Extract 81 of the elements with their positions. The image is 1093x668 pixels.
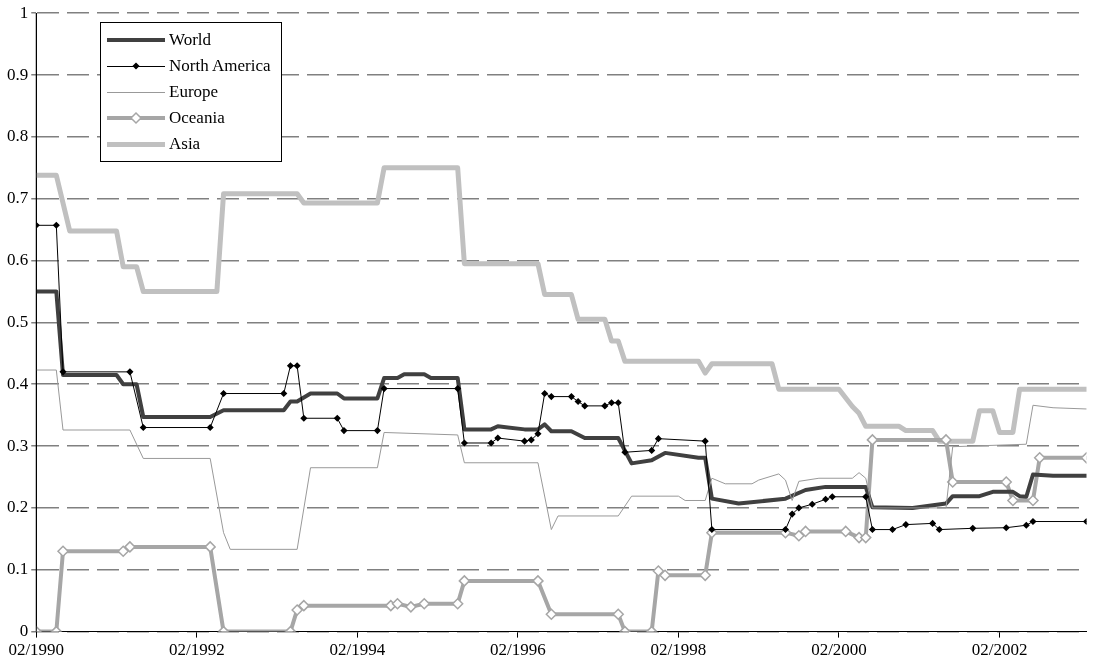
point bbox=[574, 398, 582, 405]
point bbox=[829, 493, 836, 501]
point bbox=[936, 526, 943, 533]
point bbox=[300, 415, 308, 422]
point bbox=[293, 362, 301, 369]
point bbox=[280, 390, 288, 397]
point bbox=[782, 526, 789, 533]
point bbox=[608, 399, 615, 407]
point bbox=[889, 526, 896, 533]
y-tick-label: 0.1 bbox=[7, 559, 29, 579]
x-tick-label: 02/1990 bbox=[8, 640, 65, 660]
point bbox=[969, 525, 977, 532]
point bbox=[601, 402, 609, 410]
point bbox=[287, 362, 294, 369]
point bbox=[902, 521, 910, 528]
point bbox=[521, 437, 528, 445]
x-tick-label: 02/2000 bbox=[811, 640, 867, 660]
legend-label: North America bbox=[169, 56, 271, 76]
point bbox=[206, 424, 214, 431]
point bbox=[380, 385, 388, 392]
point bbox=[418, 598, 430, 610]
point bbox=[708, 526, 716, 533]
point bbox=[822, 496, 829, 503]
y-tick-label: 0.7 bbox=[7, 188, 29, 208]
point bbox=[334, 415, 341, 422]
y-tick-label: 0.8 bbox=[7, 126, 29, 146]
point bbox=[788, 510, 796, 518]
point bbox=[528, 436, 535, 444]
point bbox=[454, 385, 461, 392]
y-tick-label: 0 bbox=[19, 621, 29, 641]
legend-label: Asia bbox=[169, 134, 201, 154]
point bbox=[391, 598, 404, 610]
point bbox=[461, 439, 468, 447]
x-tick-label: 02/1994 bbox=[329, 640, 386, 660]
y-tick-label: 0.3 bbox=[7, 435, 29, 455]
y-tick-label: 0.2 bbox=[7, 497, 29, 517]
point bbox=[929, 520, 936, 527]
y-tick-label: 1 bbox=[19, 2, 29, 22]
point bbox=[548, 393, 555, 400]
point bbox=[659, 569, 671, 582]
point bbox=[374, 427, 381, 434]
point bbox=[862, 493, 869, 501]
x-tick-label: 02/2002 bbox=[971, 640, 1028, 660]
point bbox=[1027, 494, 1039, 507]
legend-label: Oceania bbox=[169, 108, 225, 128]
point bbox=[655, 435, 662, 442]
point bbox=[614, 399, 622, 407]
point bbox=[793, 530, 805, 542]
point bbox=[340, 427, 348, 434]
point bbox=[534, 430, 542, 437]
point bbox=[808, 500, 816, 508]
point bbox=[126, 368, 134, 376]
x-tick-label: 02/1998 bbox=[650, 640, 707, 660]
point bbox=[1029, 518, 1037, 525]
point bbox=[621, 449, 629, 456]
point bbox=[53, 222, 60, 229]
point bbox=[1002, 524, 1010, 531]
point bbox=[220, 390, 227, 397]
point bbox=[487, 439, 495, 447]
point bbox=[795, 504, 803, 512]
x-tick-label: 02/1992 bbox=[168, 640, 225, 660]
point bbox=[140, 424, 147, 431]
point bbox=[648, 447, 655, 454]
point bbox=[405, 601, 417, 613]
point bbox=[701, 437, 709, 445]
y-tick-label: 0.9 bbox=[7, 64, 29, 84]
point bbox=[869, 526, 876, 533]
y-tick-label: 0.5 bbox=[7, 311, 29, 331]
point bbox=[1023, 521, 1030, 529]
point bbox=[57, 545, 69, 557]
point bbox=[581, 402, 589, 410]
y-tick-label: 0.4 bbox=[7, 373, 29, 393]
legend-label: World bbox=[169, 30, 212, 50]
legend-label: Europe bbox=[169, 82, 219, 102]
point bbox=[59, 368, 67, 376]
y-tick-label: 0.6 bbox=[7, 250, 29, 270]
x-tick-label: 02/1996 bbox=[490, 640, 546, 660]
point bbox=[541, 390, 548, 397]
point bbox=[568, 393, 575, 400]
point bbox=[494, 434, 502, 442]
point bbox=[291, 604, 303, 616]
